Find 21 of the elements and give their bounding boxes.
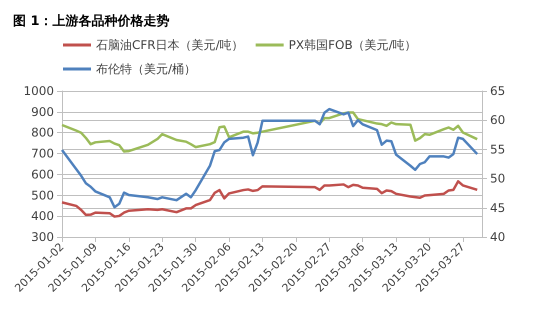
chart-title: 图 1：上游各品种价格走势 xyxy=(13,13,170,29)
y-tick-label: 400 xyxy=(31,209,54,224)
y2-tick-label: 60 xyxy=(490,113,506,128)
y-tick-label: 800 xyxy=(31,126,54,140)
y2-tick-label: 45 xyxy=(490,200,506,215)
legend-label: 石脑油CFR日本（美元/吨） xyxy=(96,38,244,52)
line-series xyxy=(60,108,478,208)
legend-label: 布伦特（美元/桶） xyxy=(96,62,196,76)
y2-tick-label: 65 xyxy=(490,84,506,98)
line-series xyxy=(60,111,478,153)
y-tick-label: 500 xyxy=(31,188,54,202)
y2-tick-label: 50 xyxy=(490,172,506,186)
y-tick-label: 1000 xyxy=(23,84,54,98)
y-tick-label: 900 xyxy=(31,104,54,119)
y-tick-label: 600 xyxy=(31,167,54,182)
y2-tick-label: 40 xyxy=(490,230,506,244)
legend-label: PX韩国FOB（美元/吨） xyxy=(288,38,417,52)
y-tick-label: 300 xyxy=(31,230,54,244)
line-series xyxy=(60,180,478,218)
y2-tick-label: 55 xyxy=(490,142,506,156)
y-tick-label: 700 xyxy=(31,146,54,161)
